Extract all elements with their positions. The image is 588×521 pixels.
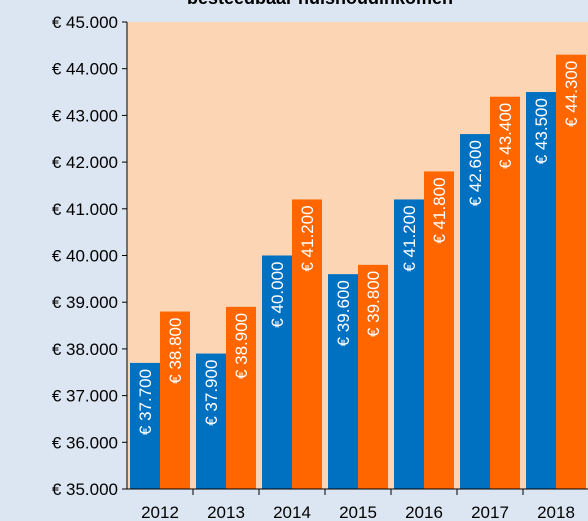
y-tick-label: € 44.000	[52, 60, 118, 79]
x-tick-label: 2014	[273, 503, 311, 521]
value-label: € 39.800	[364, 271, 383, 337]
value-label: € 41.800	[430, 177, 449, 243]
bar	[130, 362, 160, 489]
value-label: € 37.700	[136, 369, 155, 435]
value-label: € 41.200	[400, 205, 419, 271]
value-label: € 38.800	[166, 318, 185, 384]
bar	[226, 306, 256, 489]
y-tick-label: € 43.000	[52, 106, 118, 125]
value-label: € 43.500	[532, 98, 551, 164]
value-label: € 39.600	[334, 280, 353, 346]
bar	[196, 353, 226, 489]
y-tick-label: € 39.000	[52, 293, 118, 312]
value-label: € 37.900	[202, 360, 221, 426]
value-label: € 42.600	[466, 140, 485, 206]
bar	[526, 92, 556, 490]
value-label: € 41.200	[298, 205, 317, 271]
x-tick-label: 2018	[537, 503, 575, 521]
bar	[262, 255, 292, 489]
x-tick-label: 2015	[339, 503, 377, 521]
value-label: € 43.400	[496, 103, 515, 169]
bar	[328, 274, 358, 489]
bar	[292, 199, 322, 489]
x-tick-label: 2017	[471, 503, 509, 521]
bar	[460, 134, 490, 489]
y-tick-label: € 41.000	[52, 200, 118, 219]
y-tick-label: € 45.000	[52, 13, 118, 32]
chart-title: besteedbaar huishoudinkomen	[187, 0, 453, 8]
y-tick-label: € 40.000	[52, 247, 118, 266]
y-tick-label: € 35.000	[52, 480, 118, 499]
y-tick-label: € 36.000	[52, 433, 118, 452]
bar	[424, 171, 454, 489]
x-tick-label: 2012	[141, 503, 179, 521]
value-label: € 38.900	[232, 313, 251, 379]
bar	[394, 199, 424, 489]
bar	[160, 311, 190, 489]
bar	[490, 96, 520, 489]
y-tick-label: € 37.000	[52, 387, 118, 406]
bar	[358, 264, 388, 489]
x-tick-label: 2016	[405, 503, 443, 521]
x-tick-label: 2013	[207, 503, 245, 521]
bar	[556, 54, 586, 489]
y-tick-label: € 38.000	[52, 340, 118, 359]
value-label: € 44.300	[562, 61, 581, 127]
value-label: € 40.000	[268, 262, 287, 328]
y-tick-label: € 42.000	[52, 153, 118, 172]
